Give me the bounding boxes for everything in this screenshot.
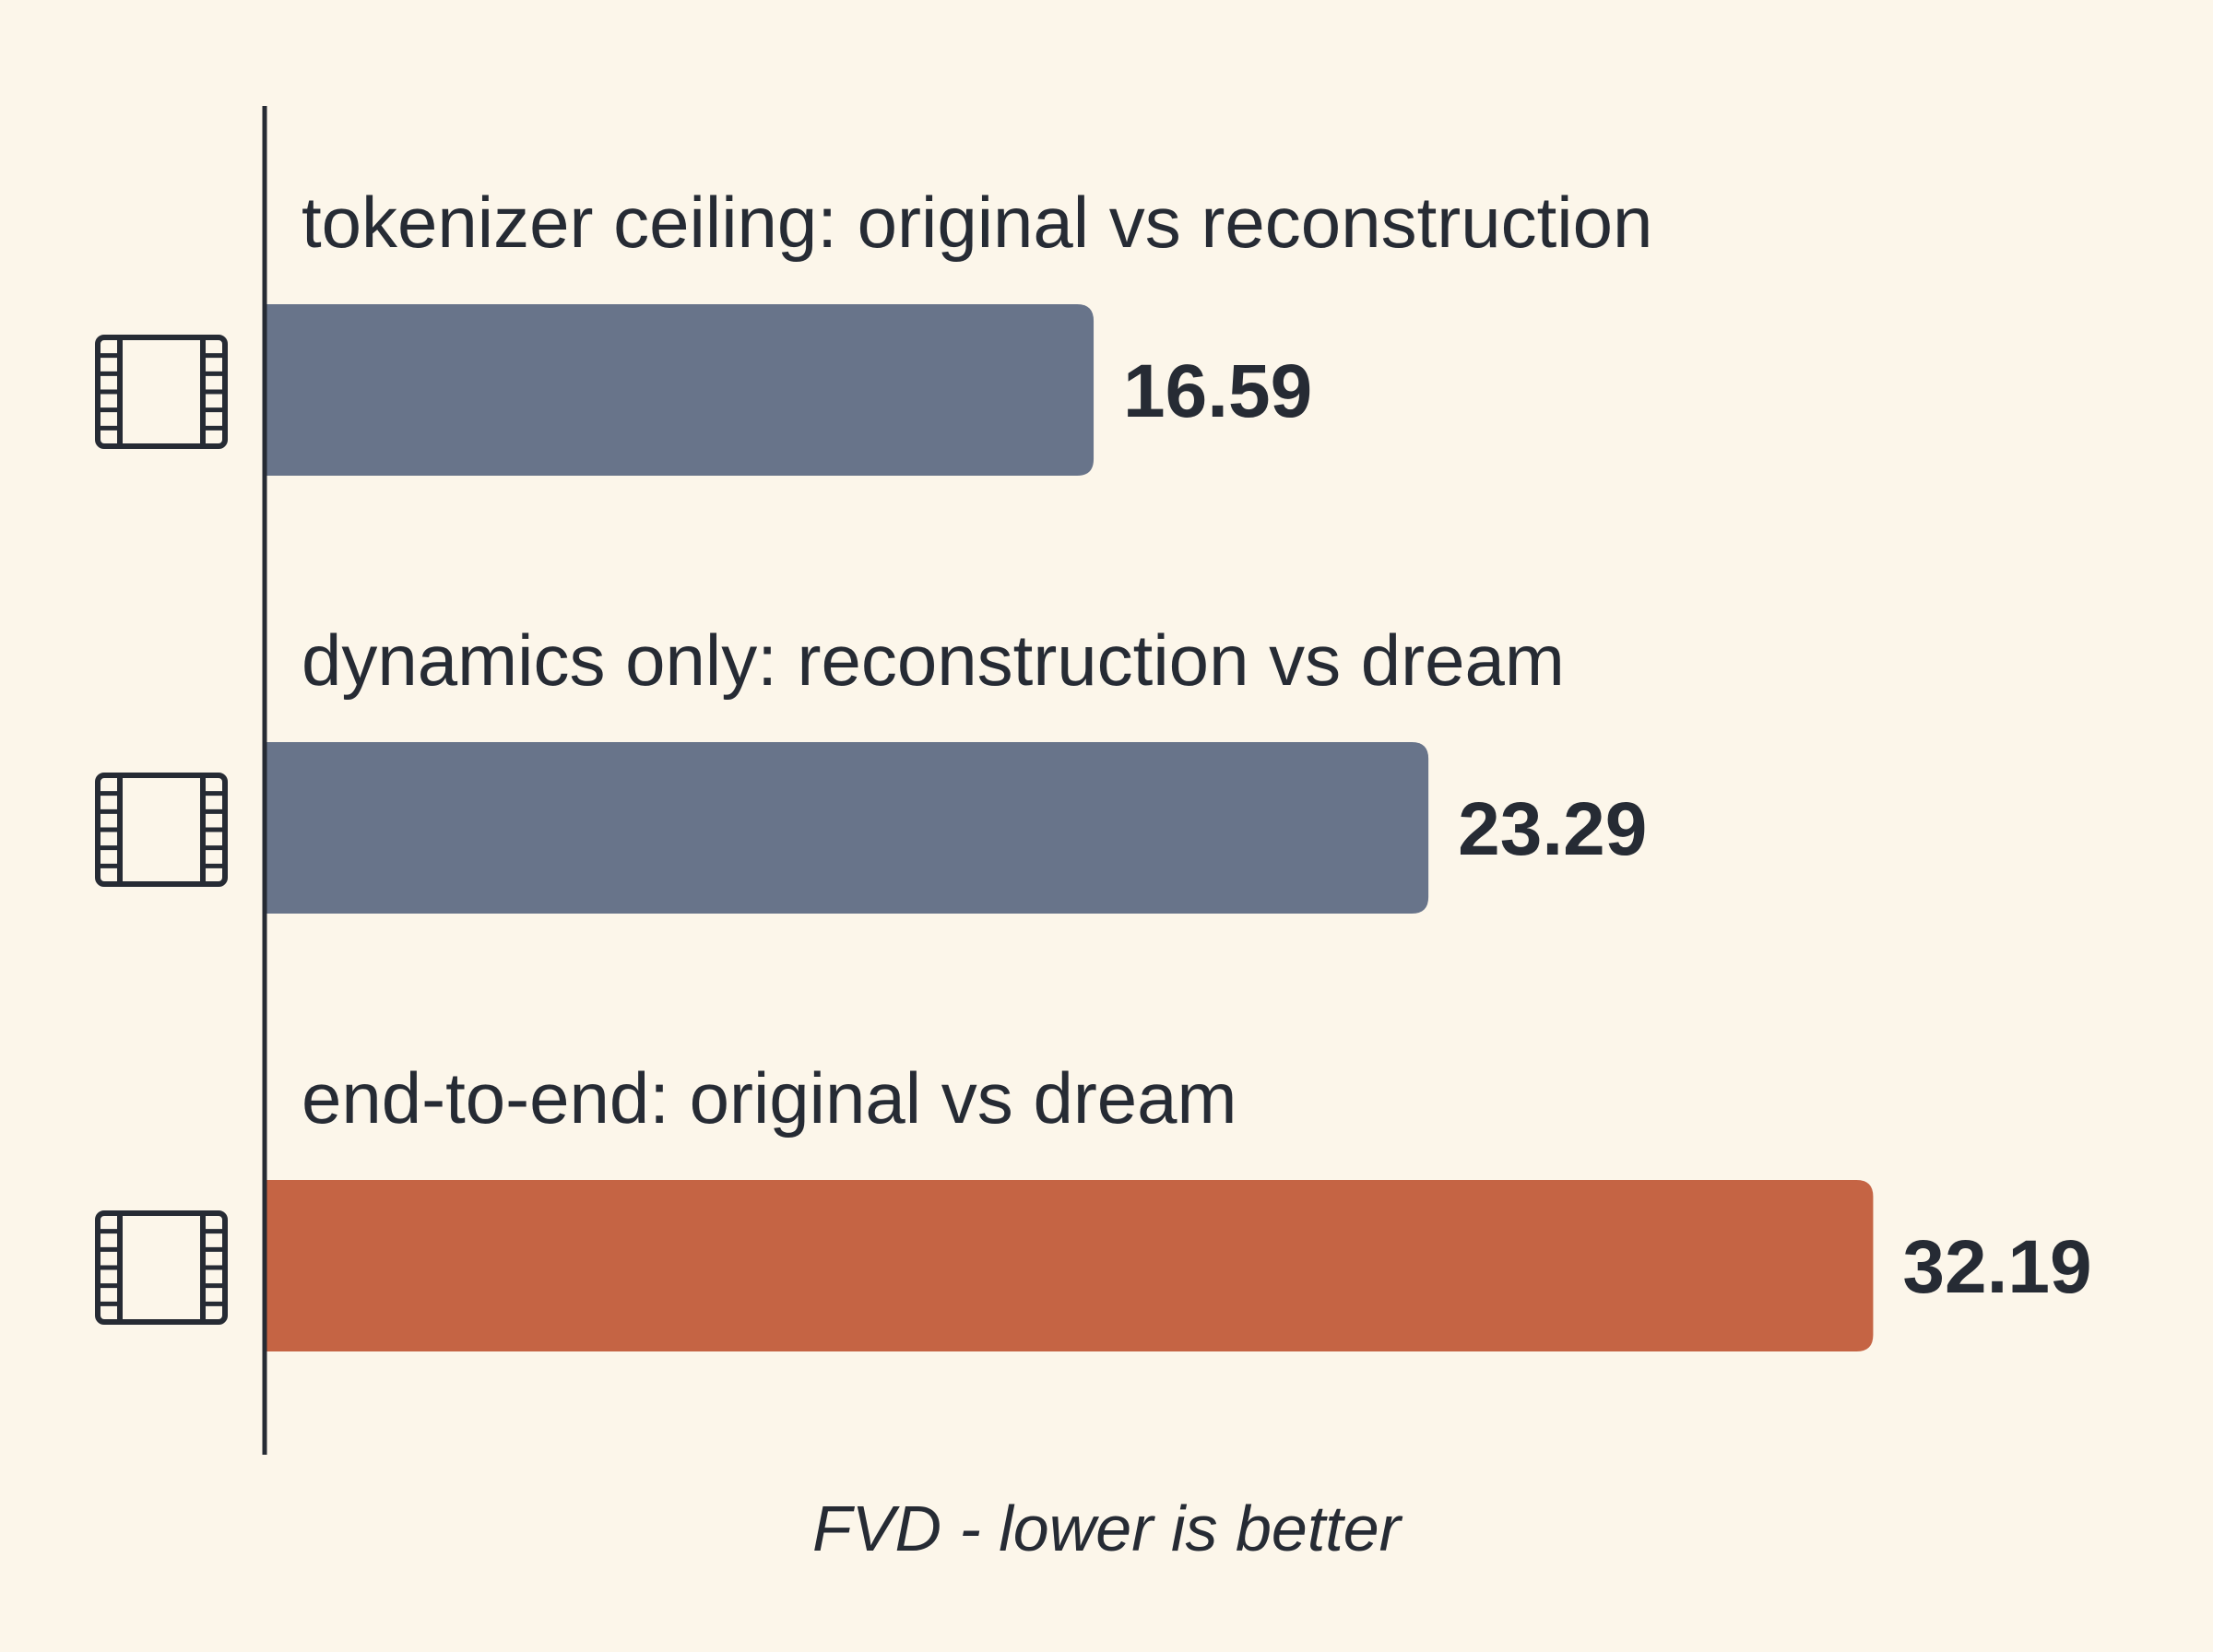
value-label: 32.19 (1902, 1225, 2091, 1309)
x-axis-title: FVD - lower is better (812, 1493, 1403, 1564)
film-strip-icon (95, 773, 228, 887)
category-label: end-to-end: original vs dream (302, 1057, 1237, 1139)
bars-layer: tokenizer ceiling: original vs reconstru… (95, 182, 2092, 1351)
category-label: dynamics only: reconstruction vs dream (302, 620, 1565, 701)
film-strip-icon (95, 335, 228, 449)
category-label: tokenizer ceiling: original vs reconstru… (302, 182, 1652, 263)
value-label: 23.29 (1458, 787, 1647, 871)
value-label: 16.59 (1123, 349, 1312, 433)
film-strip-icon (95, 1210, 228, 1325)
bar (265, 742, 1429, 914)
bar (265, 1180, 1874, 1351)
bar (265, 304, 1095, 476)
